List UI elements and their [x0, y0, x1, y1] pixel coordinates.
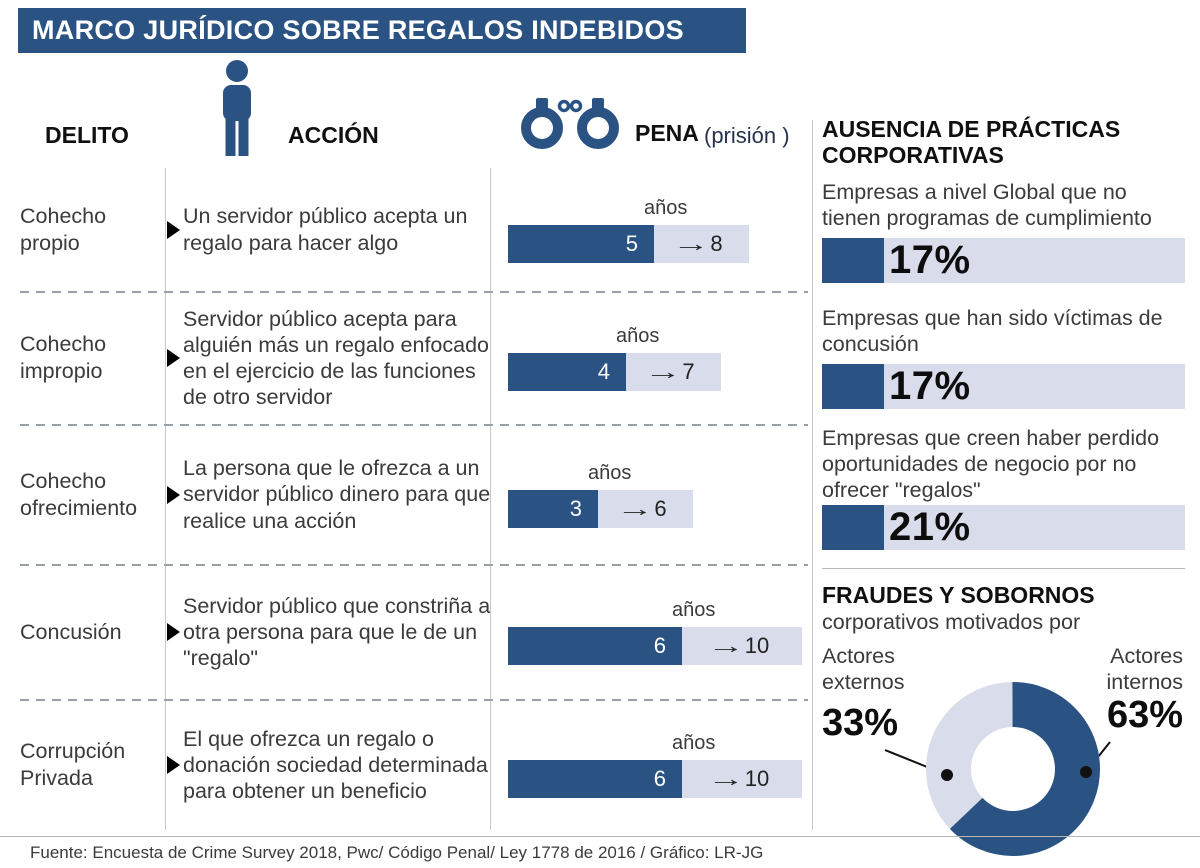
crime-name: Cohecho ofrecimiento	[20, 468, 138, 520]
donut-segment-internal	[926, 682, 1100, 856]
column-header-accion: ACCIÓN	[288, 122, 379, 148]
pena-max-value: 8	[710, 230, 723, 256]
pena-years-label: años	[616, 325, 660, 347]
pena-bar-min: 6	[508, 760, 682, 798]
pena-note: (prisión )	[704, 123, 790, 148]
arrow-right-icon	[167, 756, 180, 774]
row-separator	[20, 424, 808, 426]
table-row: Corrupción Privada El que ofrezca un reg…	[20, 700, 808, 830]
crime-action: Servidor público acepta para alguién más…	[183, 306, 489, 410]
page-title: MARCO JURÍDICO SOBRE REGALOS INDEBIDOS	[18, 8, 746, 53]
range-arrow-icon: →	[672, 230, 711, 256]
source-credit: Fuente: Encuesta de Crime Survey 2018, P…	[30, 843, 764, 862]
external-actors-label: Actores externos	[822, 644, 905, 694]
person-icon	[223, 60, 251, 156]
pena-years-label: años	[672, 732, 716, 754]
stat-bar-fill	[822, 238, 884, 283]
row-separator	[20, 699, 808, 701]
panel-title: AUSENCIA DE PRÁCTICAS CORPORATIVAS	[822, 116, 1121, 169]
stat-bar-fill	[822, 505, 884, 550]
penalty-chart: años 5 → 8	[490, 168, 808, 291]
crime-name: Cohecho propio	[20, 203, 107, 255]
pena-bar-max: → 10	[682, 627, 802, 665]
crime-name: Cohecho impropio	[20, 332, 107, 383]
pena-bar-min: 4	[508, 353, 626, 391]
fraud-title: FRAUDES Y SOBORNOS	[822, 582, 1095, 608]
crime-action: La persona que le ofrezca a un servidor …	[183, 456, 491, 533]
pena-bar-min: 6	[508, 627, 682, 665]
corporate-practices-panel: AUSENCIA DE PRÁCTICAS CORPORATIVAS Empre…	[822, 108, 1185, 832]
arrow-right-icon	[167, 349, 180, 367]
fraud-subtitle: corporativos motivados por	[822, 610, 1081, 634]
column-header-pena: PENA	[635, 120, 699, 146]
table-row: Concusión Servidor público que constriña…	[20, 565, 808, 699]
stat-text: Empresas que han sido víctimas de concus…	[822, 306, 1163, 356]
penalty-chart: años 6 → 10	[490, 565, 808, 699]
pena-bar-max: → 8	[654, 224, 749, 263]
pena-bar-max: → 7	[626, 353, 721, 391]
divider-delito-accion	[165, 168, 166, 830]
footer-divider	[0, 836, 1200, 837]
stat-bar-track: 17%	[884, 238, 1185, 283]
fraud-donut-chart	[884, 682, 1111, 856]
arrow-right-icon	[167, 623, 180, 641]
range-arrow-icon: →	[644, 359, 683, 384]
crime-action: Un servidor público acepta un regalo par…	[183, 204, 468, 255]
range-arrow-icon: →	[616, 495, 655, 521]
crime-name: Corrupción Privada	[20, 739, 126, 790]
stat-bar: 17%	[822, 364, 1185, 409]
pena-bar-max: → 10	[682, 760, 802, 798]
pena-bar-max: → 6	[598, 489, 693, 528]
pena-max-value: 6	[654, 495, 667, 521]
handcuffs-icon	[521, 98, 619, 149]
stat-bar-track: 21%	[884, 505, 1185, 550]
crime-action: Servidor público que constriña a otra pe…	[183, 593, 491, 671]
stat-bar-fill	[822, 364, 884, 409]
divider-accion-pena	[490, 168, 491, 830]
crime-action: El que ofrezca un regalo o donación soci…	[183, 726, 488, 804]
crime-name: Concusión	[20, 619, 122, 644]
pena-years-label: años	[644, 196, 688, 219]
external-actors-value: 33%	[822, 702, 899, 744]
table-row: Cohecho impropio Servidor público acepta…	[20, 292, 808, 424]
pena-max-value: 7	[682, 359, 695, 384]
stat-bar: 17%	[822, 238, 1185, 283]
pena-max-value: 10	[744, 766, 770, 791]
column-header-delito: DELITO	[45, 122, 129, 148]
stat-value: 21%	[889, 505, 971, 549]
stat-text: Empresas a nivel Global que no tienen pr…	[822, 180, 1152, 230]
penalty-chart: años 3 → 6	[490, 425, 808, 564]
pena-years-label: años	[588, 461, 632, 484]
internal-actors-label: Actores internos	[1106, 644, 1184, 694]
internal-actors-value: 63%	[1106, 694, 1183, 736]
marker-dot-internal	[1080, 766, 1092, 778]
table-row: Cohecho ofrecimiento La persona que le o…	[20, 425, 808, 564]
divider-pena-panel	[812, 120, 813, 830]
stat-bar: 21%	[822, 505, 1185, 550]
stat-value: 17%	[889, 364, 971, 408]
pena-bar-min: 5	[508, 224, 654, 263]
arrow-right-icon	[167, 485, 180, 504]
stat-value: 17%	[889, 238, 971, 282]
table-row: Cohecho propio Un servidor público acept…	[20, 168, 808, 291]
row-separator	[20, 291, 808, 293]
range-arrow-icon: →	[707, 633, 745, 658]
stat-bar-track: 17%	[884, 364, 1185, 409]
penalty-chart: años 4 → 7	[490, 292, 808, 424]
arrow-right-icon	[167, 220, 180, 239]
pena-max-value: 10	[744, 633, 770, 658]
pena-bar-min: 3	[508, 489, 598, 528]
penalty-chart: años 6 → 10	[490, 700, 808, 830]
pena-years-label: años	[672, 599, 716, 621]
row-separator	[20, 564, 808, 566]
marker-dot-external	[941, 769, 953, 781]
section-divider	[822, 568, 1185, 569]
stat-text: Empresas que creen haber perdido oportun…	[822, 426, 1160, 502]
range-arrow-icon: →	[707, 766, 745, 791]
